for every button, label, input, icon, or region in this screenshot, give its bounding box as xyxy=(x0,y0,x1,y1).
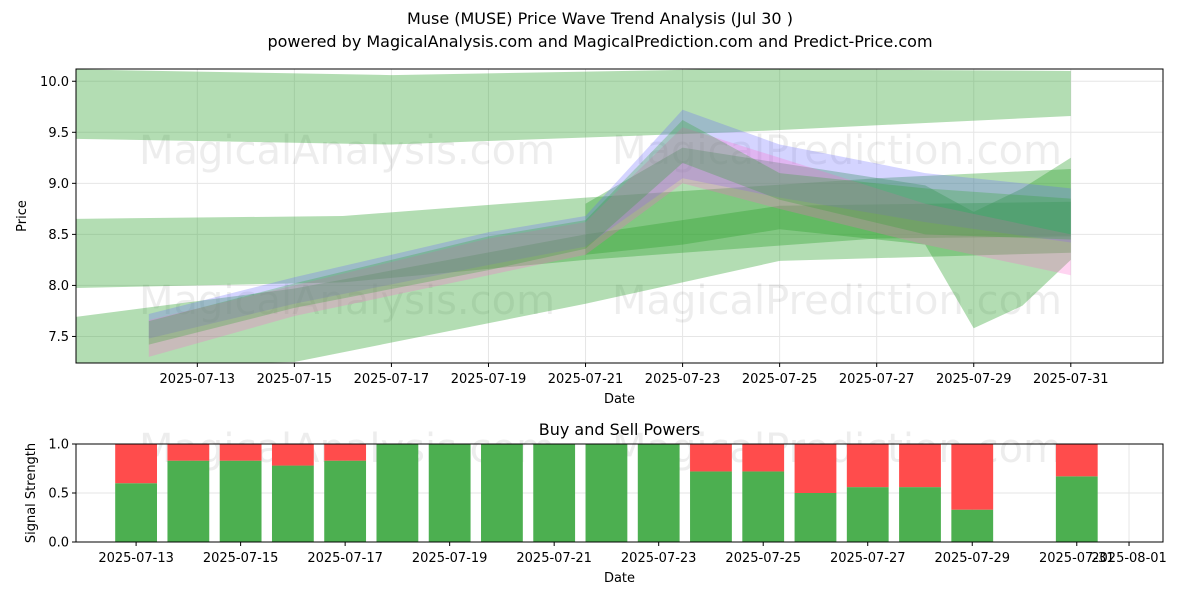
watermark-text: MagicalPrediction.com xyxy=(612,278,1062,324)
sell-bar xyxy=(324,444,367,461)
price-band-pink xyxy=(148,127,1071,357)
sell-bar xyxy=(167,444,210,461)
sell-bar xyxy=(690,444,732,472)
sell-bar xyxy=(115,444,158,484)
x-tick-label: 2025-07-29 xyxy=(934,551,1010,566)
y-tick-label: 9.0 xyxy=(48,177,69,192)
buy-bar xyxy=(167,460,210,542)
chart-subtitle: powered by MagicalAnalysis.com and Magic… xyxy=(267,32,933,51)
buy-bar xyxy=(271,465,314,542)
price-band-green xyxy=(76,69,1071,145)
buy-bar xyxy=(637,444,680,542)
chart-title: Muse (MUSE) Price Wave Trend Analysis (J… xyxy=(407,9,793,28)
x-tick-label: 2025-07-15 xyxy=(203,551,279,566)
sell-bar xyxy=(219,444,262,461)
watermark-text: MagicalAnalysis.com xyxy=(139,128,555,174)
y-tick-label: 9.5 xyxy=(48,126,69,141)
x-tick-label: 2025-07-23 xyxy=(645,372,721,387)
x-tick-label: 2025-07-13 xyxy=(98,551,174,566)
price-band-green xyxy=(76,169,1071,288)
y-tick-label: 8.5 xyxy=(48,228,69,243)
buy-bar xyxy=(846,487,889,542)
price-band-green xyxy=(76,201,1071,363)
watermark-text: MagicalPrediction.com xyxy=(612,128,1062,174)
sell-bar xyxy=(951,444,994,510)
x-tick-label: 2025-07-17 xyxy=(307,551,383,566)
buy-bar xyxy=(428,444,471,542)
buy-bar xyxy=(690,471,732,542)
y-axis-label: Signal Strength xyxy=(24,443,39,543)
buy-bar xyxy=(219,460,262,542)
x-tick-label: 2025-07-21 xyxy=(548,372,624,387)
price-chart: MagicalAnalysis.com MagicalPrediction.com… xyxy=(15,68,1164,407)
y-tick-label: 0.5 xyxy=(48,487,69,502)
buy-bar xyxy=(951,509,994,542)
plot-frame xyxy=(75,68,1164,364)
x-tick-label: 2025-07-19 xyxy=(412,551,488,566)
x-tick-label: 2025-07-25 xyxy=(725,551,801,566)
sell-bar xyxy=(846,444,889,488)
sell-bar xyxy=(271,444,314,466)
y-tick-label: 8.0 xyxy=(48,279,69,294)
x-tick-label: 2025-07-13 xyxy=(160,372,236,387)
y-tick-label: 0.0 xyxy=(48,536,69,551)
buy-bar xyxy=(742,471,785,542)
buy-bar xyxy=(794,493,837,542)
x-tick-label: 2025-08-01 xyxy=(1091,551,1167,566)
buy-bar xyxy=(533,444,576,542)
x-tick-label: 2025-07-23 xyxy=(621,551,697,566)
x-tick-label: 2025-07-19 xyxy=(451,372,527,387)
y-axis-label: Price xyxy=(15,200,30,232)
price-band-green xyxy=(585,147,1071,329)
sell-bar xyxy=(899,444,941,488)
bands xyxy=(76,69,1071,363)
y-tick-label: 10.0 xyxy=(40,75,69,90)
price-band-green xyxy=(148,120,1071,345)
x-tick-label: 2025-07-15 xyxy=(257,372,333,387)
chart-title: Buy and Sell Powers xyxy=(539,420,701,439)
watermark-text: MagicalAnalysis.com xyxy=(139,278,555,324)
x-tick-label: 2025-07-17 xyxy=(354,372,430,387)
buy-bar xyxy=(481,444,523,542)
price-band-blue xyxy=(148,109,1071,339)
x-tick-label: 2025-07-27 xyxy=(830,551,906,566)
buy-bar xyxy=(115,483,158,542)
buy-bar xyxy=(899,487,941,542)
y-tick-label: 1.0 xyxy=(48,438,69,453)
buy-bar xyxy=(324,460,367,542)
signal-chart: MagicalAnalysis.comMagicalPrediction.com… xyxy=(24,420,1167,586)
x-axis-label: Date xyxy=(604,571,635,586)
buy-bar xyxy=(376,444,419,542)
sell-bar xyxy=(794,444,837,493)
x-tick-label: 2025-07-25 xyxy=(742,372,818,387)
sell-bar xyxy=(1055,444,1098,477)
x-tick-label: 2025-07-31 xyxy=(1039,551,1115,566)
x-tick-label: 2025-07-29 xyxy=(936,372,1012,387)
sell-bar xyxy=(742,444,785,472)
x-tick-label: 2025-07-21 xyxy=(516,551,592,566)
y-tick-label: 7.5 xyxy=(48,330,69,345)
buy-bar xyxy=(585,444,628,542)
x-tick-label: 2025-07-27 xyxy=(839,372,915,387)
x-axis-label: Date xyxy=(604,392,635,407)
x-tick-label: 2025-07-31 xyxy=(1033,372,1109,387)
buy-bar xyxy=(1055,476,1098,542)
